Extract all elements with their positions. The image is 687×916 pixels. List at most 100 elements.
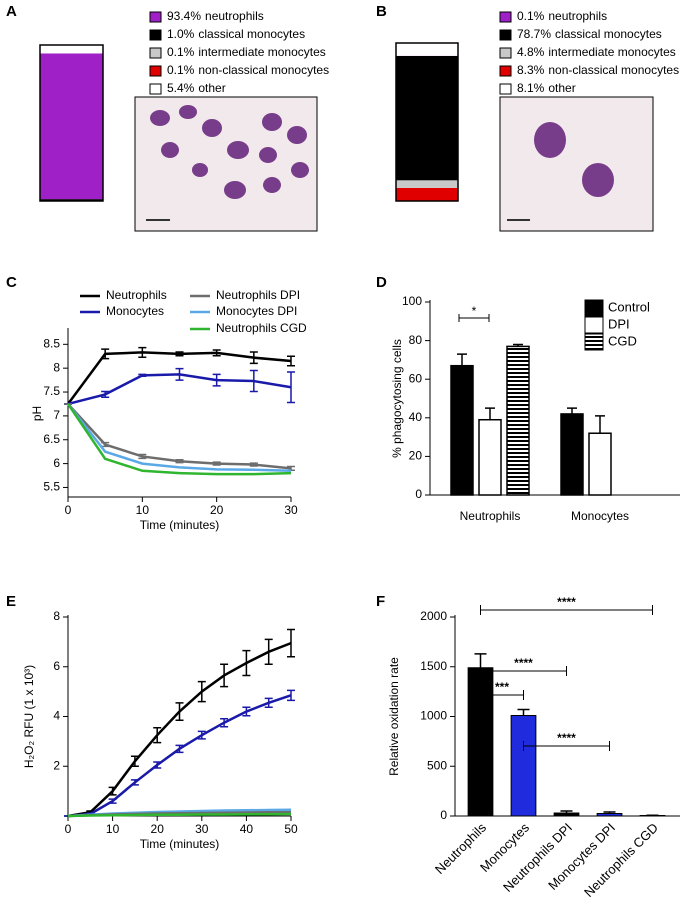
x-tick-label: 20: [151, 822, 165, 836]
legend-swatch: [499, 29, 512, 41]
x-tick-label: 20: [210, 503, 224, 517]
legend-entry: Neutrophils CGD: [216, 321, 307, 335]
y-tick-label: 4: [53, 709, 60, 723]
legend-name: other: [548, 81, 575, 95]
legend-entry: 5.4% other: [167, 81, 226, 95]
bar: [506, 345, 530, 496]
bar-segment: [396, 43, 458, 56]
x-tick-label: 0: [65, 822, 72, 836]
bar-segment: [396, 180, 458, 188]
bar: [588, 432, 612, 496]
error-bar: [603, 811, 616, 814]
bar-segment: [396, 187, 458, 201]
error-bar: [242, 649, 251, 677]
legend-entry: CGD: [608, 333, 637, 348]
error-bar: [287, 628, 295, 658]
y-tick-label: 60: [409, 371, 423, 385]
bar-outline: [39, 44, 104, 202]
significance-label: ****: [557, 731, 576, 745]
error-bar: [101, 390, 110, 399]
x-tick-label: 30: [284, 503, 298, 517]
error-bar: [264, 697, 273, 709]
legend-entry: Monocytes DPI: [216, 304, 297, 318]
panel-letter: A: [6, 3, 17, 20]
error-bar: [595, 415, 605, 434]
y-tick-label: 0: [440, 808, 447, 822]
error-bar: [175, 459, 184, 464]
y-tick-label: 0: [415, 487, 422, 501]
legend-swatch: [499, 83, 512, 95]
significance-label: *: [472, 304, 477, 318]
legend-value: 1.0%: [167, 27, 195, 41]
legend-swatch: [584, 333, 604, 351]
error-bar: [567, 407, 577, 414]
legend-entry: 0.1% neutrophils: [517, 9, 607, 23]
significance-bracket: [480, 690, 524, 700]
y-tick-label: 6.5: [43, 432, 60, 446]
error-bar: [175, 351, 184, 357]
x-tick-label: 10: [106, 822, 120, 836]
legend-entry: 93.4% neutrophils: [167, 9, 264, 23]
x-axis-label: Time (minutes): [140, 837, 220, 851]
series-line: [67, 641, 292, 818]
significance-label: ****: [557, 595, 576, 609]
legend-value: 8.1%: [517, 81, 545, 95]
y-tick-label: 7.5: [43, 384, 60, 398]
error-bar: [264, 638, 273, 666]
error-bar: [175, 367, 184, 381]
error-bar: [249, 351, 258, 365]
legend-swatch: [499, 65, 512, 77]
y-tick-label: 7: [53, 408, 60, 422]
error-bar: [153, 761, 162, 769]
bar-segment: [40, 45, 103, 54]
y-tick-label: 6: [53, 456, 60, 470]
legend-swatch: [149, 29, 162, 41]
legend-name: non-classical monocytes: [548, 63, 679, 77]
legend-entry: Monocytes: [106, 304, 164, 318]
bar: [450, 364, 474, 496]
error-bar: [175, 702, 184, 721]
error-bar: [153, 726, 162, 744]
y-tick-label: 80: [409, 333, 423, 347]
y-tick-label: 2000: [420, 609, 447, 623]
error-bar: [485, 407, 495, 420]
significance-bracket: [480, 605, 653, 615]
legend-swatch: [499, 11, 512, 23]
bar-outline: [395, 42, 459, 202]
y-tick-label: 8: [53, 609, 60, 623]
x-tick-label: Monocytes: [571, 509, 629, 523]
error-bar: [287, 371, 295, 404]
y-tick-label: 1500: [420, 659, 447, 673]
significance-bracket: [458, 314, 490, 322]
error-bar: [287, 689, 295, 702]
legend-name: intermediate monocytes: [198, 45, 325, 59]
series-line: [66, 403, 292, 476]
micrograph: [134, 96, 318, 232]
significance-bracket: [480, 666, 567, 676]
y-tick-label: 100: [402, 294, 422, 308]
micrograph: [499, 96, 654, 232]
y-tick-label: 20: [409, 449, 423, 463]
legend-value: 78.7%: [517, 27, 551, 41]
error-bar: [197, 730, 206, 740]
error-bar: [220, 717, 229, 728]
error-bar: [130, 779, 139, 786]
bar: [596, 813, 623, 817]
x-tick-label: 0: [65, 503, 72, 517]
significance-label: ***: [495, 680, 509, 694]
legend-value: 5.4%: [167, 81, 195, 95]
y-tick-label: 5.5: [43, 480, 60, 494]
legend-entry: 0.1% non-classical monocytes: [167, 63, 329, 77]
error-bar: [108, 798, 117, 804]
legend-swatch: [584, 299, 604, 317]
legend-swatch: [149, 83, 162, 95]
legend-name: neutrophils: [205, 9, 264, 23]
error-bar: [175, 744, 184, 754]
error-bar: [287, 355, 295, 367]
error-bar: [242, 706, 251, 717]
error-bar: [212, 373, 221, 387]
bar: [510, 715, 537, 817]
bar: [467, 667, 494, 817]
error-bar: [513, 343, 523, 347]
